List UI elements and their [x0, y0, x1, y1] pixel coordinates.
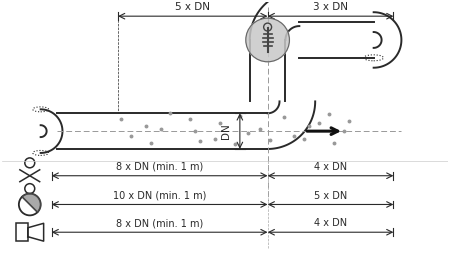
Polygon shape	[22, 194, 40, 212]
Circle shape	[246, 18, 289, 62]
Text: 10 x DN (min. 1 m): 10 x DN (min. 1 m)	[113, 190, 206, 200]
Text: 5 x DN: 5 x DN	[314, 190, 347, 200]
Text: 4 x DN: 4 x DN	[314, 218, 347, 228]
Bar	[16, 223, 28, 241]
Text: 3 x DN: 3 x DN	[313, 2, 348, 12]
Text: 4 x DN: 4 x DN	[314, 162, 347, 172]
Text: 8 x DN (min. 1 m): 8 x DN (min. 1 m)	[116, 162, 203, 172]
Text: DN: DN	[221, 123, 231, 139]
Text: 8 x DN (min. 1 m): 8 x DN (min. 1 m)	[116, 218, 203, 228]
Text: 5 x DN: 5 x DN	[176, 2, 210, 12]
